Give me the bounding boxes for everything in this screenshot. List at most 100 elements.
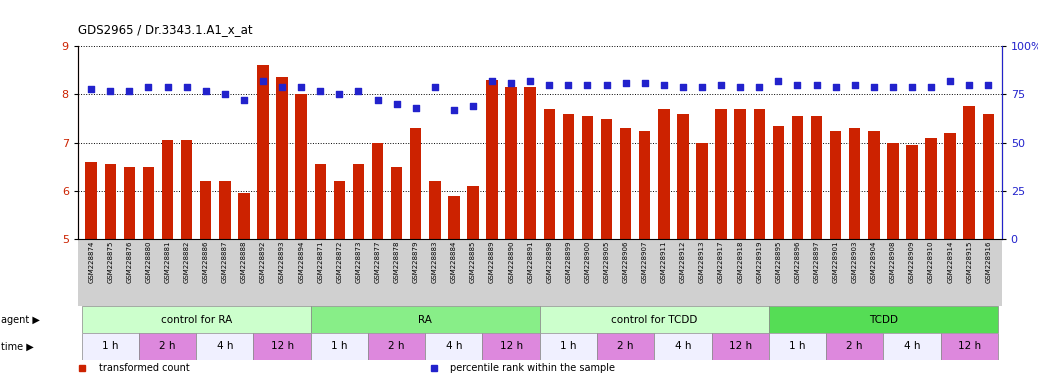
Text: control for TCDD: control for TCDD [611, 314, 698, 324]
Text: GSM228893: GSM228893 [279, 241, 285, 283]
Point [217, 91, 234, 98]
Point [750, 84, 767, 90]
Bar [963, 106, 975, 239]
Point [941, 78, 958, 84]
Text: 4 h: 4 h [675, 341, 691, 351]
Point [866, 84, 882, 90]
Point [980, 82, 996, 88]
Bar [540, 333, 597, 360]
Bar [830, 131, 842, 239]
Point [656, 82, 673, 88]
Point [159, 84, 175, 90]
Text: 2 h: 2 h [618, 341, 634, 351]
Point [522, 78, 539, 84]
Text: GSM228905: GSM228905 [603, 241, 609, 283]
Bar [945, 133, 956, 239]
Text: GSM228899: GSM228899 [566, 241, 571, 283]
Bar [696, 143, 708, 239]
Bar [715, 109, 727, 239]
Bar [467, 186, 479, 239]
Text: 2 h: 2 h [159, 341, 175, 351]
Bar [735, 109, 746, 239]
Text: GSM228912: GSM228912 [680, 241, 686, 283]
Bar [792, 116, 803, 239]
Point [121, 88, 138, 94]
Text: transformed count: transformed count [99, 363, 190, 373]
Point [561, 82, 577, 88]
Bar [368, 333, 426, 360]
Bar [353, 164, 364, 239]
Text: GSM228874: GSM228874 [88, 241, 94, 283]
Text: GSM228877: GSM228877 [375, 241, 381, 283]
Bar [883, 333, 940, 360]
Bar [448, 196, 460, 239]
Point [254, 78, 271, 84]
Point [102, 88, 118, 94]
Bar [563, 114, 574, 239]
Text: GSM228876: GSM228876 [127, 241, 133, 283]
Bar [639, 131, 651, 239]
Point [541, 82, 557, 88]
Text: GSM228883: GSM228883 [432, 241, 438, 283]
Bar [162, 140, 173, 239]
Point [331, 91, 348, 98]
Point [923, 84, 939, 90]
Bar [677, 114, 688, 239]
Bar [906, 145, 918, 239]
Text: 4 h: 4 h [904, 341, 921, 351]
Point [274, 84, 291, 90]
Text: GSM228871: GSM228871 [318, 241, 323, 283]
Bar [601, 119, 612, 239]
Text: GSM228897: GSM228897 [814, 241, 820, 283]
Text: GSM228916: GSM228916 [985, 241, 991, 283]
Bar [654, 333, 711, 360]
Bar [620, 128, 631, 239]
Text: GSM228901: GSM228901 [832, 241, 839, 283]
Text: GSM228891: GSM228891 [527, 241, 534, 283]
Text: GSM228908: GSM228908 [890, 241, 896, 283]
Point [636, 80, 653, 86]
Text: GSM228882: GSM228882 [184, 241, 190, 283]
Bar [139, 333, 196, 360]
Text: GSM228888: GSM228888 [241, 241, 247, 283]
Text: 2 h: 2 h [846, 341, 863, 351]
Bar [868, 131, 879, 239]
Bar [506, 87, 517, 239]
Bar [238, 194, 249, 239]
Bar [426, 333, 483, 360]
Text: GSM228913: GSM228913 [699, 241, 705, 283]
Point [445, 107, 462, 113]
Bar [333, 181, 345, 239]
Bar [82, 306, 310, 333]
Text: GSM228885: GSM228885 [470, 241, 476, 283]
Bar [315, 164, 326, 239]
Bar [276, 78, 288, 239]
Point [293, 84, 309, 90]
Text: 4 h: 4 h [445, 341, 462, 351]
Text: GSM228879: GSM228879 [413, 241, 418, 283]
Text: GSM228889: GSM228889 [489, 241, 495, 283]
Text: GSM228917: GSM228917 [718, 241, 725, 283]
Bar [253, 333, 310, 360]
Text: GSM228903: GSM228903 [852, 241, 857, 283]
Text: 1 h: 1 h [102, 341, 118, 351]
Text: TCDD: TCDD [869, 314, 898, 324]
Text: GSM228914: GSM228914 [947, 241, 953, 283]
Point [904, 84, 921, 90]
Point [197, 88, 214, 94]
Point [732, 84, 748, 90]
Bar [391, 167, 403, 239]
Text: 2 h: 2 h [388, 341, 405, 351]
Text: 12 h: 12 h [729, 341, 752, 351]
Bar [196, 333, 253, 360]
Bar [769, 306, 998, 333]
Text: 1 h: 1 h [561, 341, 577, 351]
Point [846, 82, 863, 88]
Text: GSM228894: GSM228894 [298, 241, 304, 283]
Text: GSM228892: GSM228892 [260, 241, 266, 283]
Text: GSM228898: GSM228898 [546, 241, 552, 283]
Text: GDS2965 / Dr.3343.1.A1_x_at: GDS2965 / Dr.3343.1.A1_x_at [78, 23, 252, 36]
Text: 12 h: 12 h [499, 341, 523, 351]
Text: 12 h: 12 h [958, 341, 981, 351]
Text: GSM228906: GSM228906 [623, 241, 629, 283]
